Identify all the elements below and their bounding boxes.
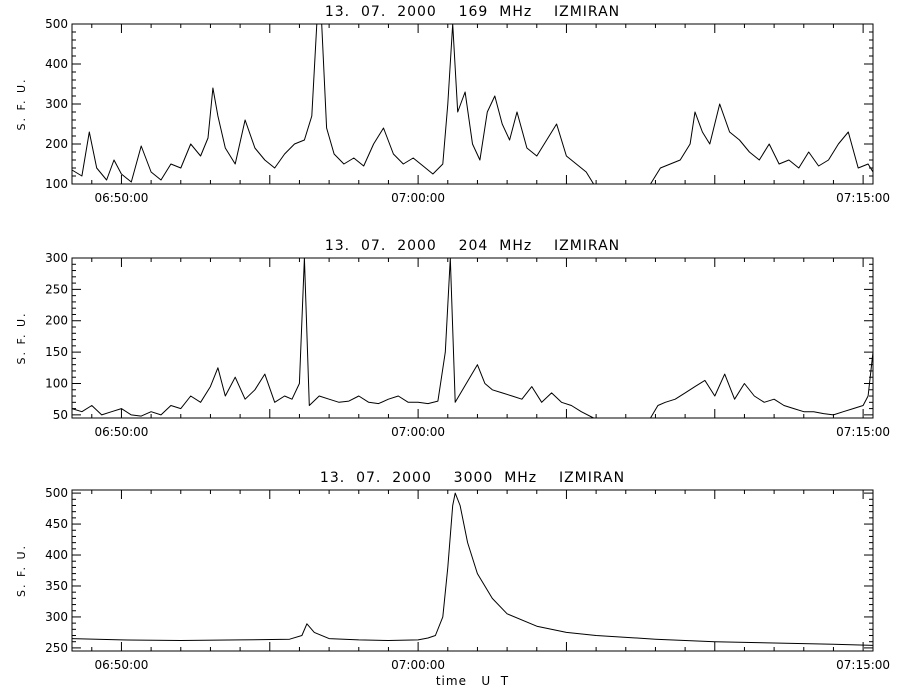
- plot-frame: [71, 257, 874, 419]
- y-tick-label: 100: [45, 376, 68, 390]
- y-tick-label: 500: [45, 17, 68, 31]
- panel-title: 13. 07. 2000 169 MHz IZMIRAN: [325, 4, 620, 20]
- y-axis-label: S. F. U.: [15, 311, 28, 364]
- y-tick-label: 250: [45, 282, 68, 296]
- y-axis-label: S. F. U.: [15, 77, 28, 130]
- panel-3: 13. 07. 2000 3000 MHz IZMIRAN S. F. U. tim…: [15, 470, 890, 688]
- x-tick-label: 07:00:00: [391, 658, 445, 672]
- y-tick-label: 150: [45, 345, 68, 359]
- y-axis-label: S. F. U.: [15, 544, 28, 597]
- flux-series-line: [71, 257, 874, 419]
- flux-series-line: [71, 492, 874, 646]
- x-tick-label: 06:50:00: [94, 191, 148, 205]
- x-tick-label: 07:15:00: [836, 658, 890, 672]
- y-tick-label: 300: [45, 610, 68, 624]
- y-tick-label: 450: [45, 517, 68, 531]
- x-tick-label: 07:15:00: [836, 425, 890, 439]
- y-tick-label: 200: [45, 137, 68, 151]
- y-tick-label: 100: [45, 177, 68, 191]
- x-tick-label: 07:15:00: [836, 191, 890, 205]
- y-tick-label: 400: [45, 548, 68, 562]
- panel-title: 13. 07. 2000 204 MHz IZMIRAN: [325, 238, 620, 254]
- x-tick-label: 06:50:00: [94, 658, 148, 672]
- y-tick-label: 250: [45, 641, 68, 655]
- y-tick-label: 200: [45, 314, 68, 328]
- panel-title: 13. 07. 2000 3000 MHz IZMIRAN: [320, 470, 625, 486]
- panel-2: 13. 07. 2000 204 MHz IZMIRAN S. F. U. 50 10…: [15, 238, 890, 439]
- plot-frame: [71, 23, 874, 185]
- y-tick-label: 500: [45, 486, 68, 500]
- x-tick-label: 07:00:00: [391, 191, 445, 205]
- x-tick-label: 06:50:00: [94, 425, 148, 439]
- y-tick-label: 50: [53, 408, 68, 422]
- x-axis-label: time U T: [436, 674, 509, 688]
- y-tick-label: 300: [45, 97, 68, 111]
- plot-frame: [71, 489, 874, 652]
- y-tick-label: 400: [45, 57, 68, 71]
- flux-series-line: [71, 23, 874, 185]
- y-tick-label: 300: [45, 251, 68, 265]
- x-tick-label: 07:00:00: [391, 425, 445, 439]
- panel-1: 13. 07. 2000 169 MHz IZMIRAN S. F. U. 100 2…: [15, 4, 890, 205]
- y-tick-label: 350: [45, 579, 68, 593]
